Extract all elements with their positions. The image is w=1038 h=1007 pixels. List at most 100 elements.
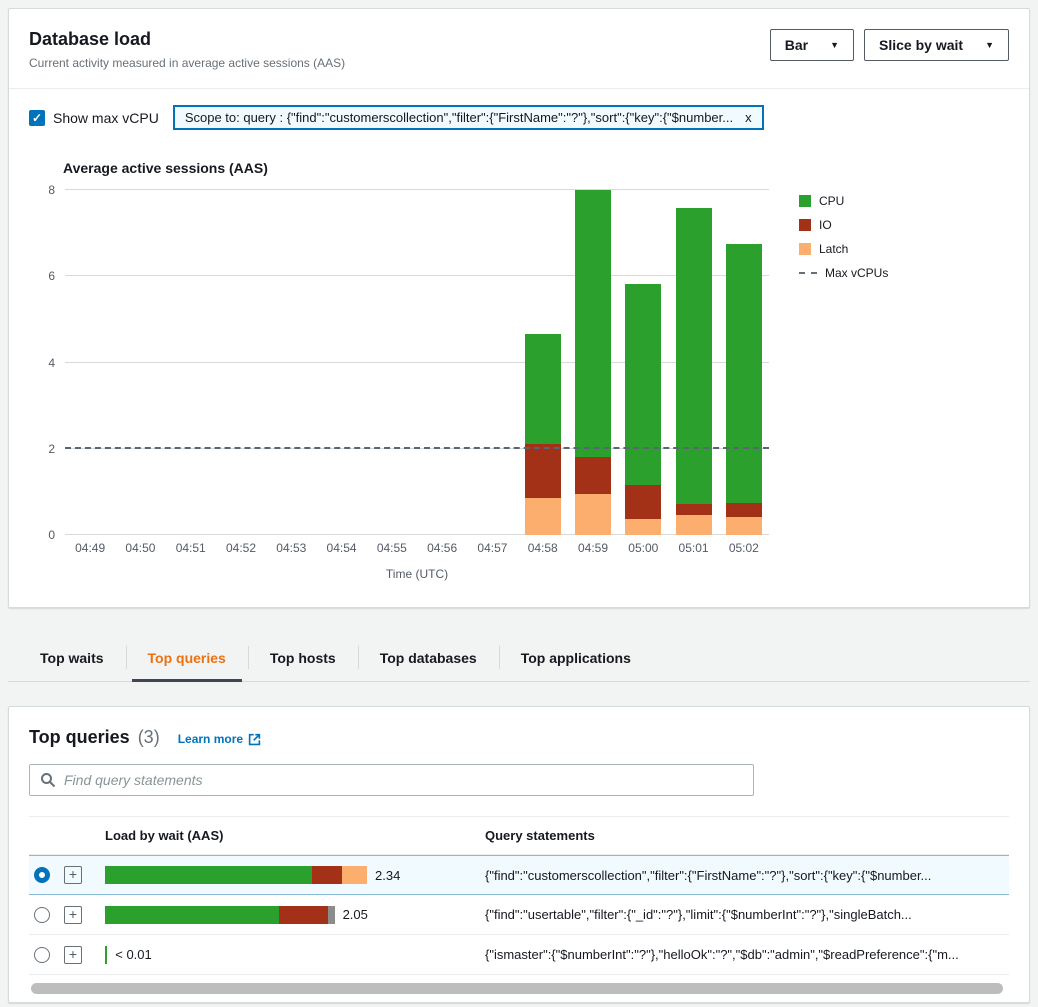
checkbox-checked-icon: ✓ <box>29 109 45 126</box>
x-tick-label: 04:49 <box>75 541 106 555</box>
bar-segment-cpu <box>625 283 662 485</box>
y-tick-label: 4 <box>48 355 55 370</box>
load-value: 2.05 <box>342 907 368 922</box>
gridline <box>65 275 769 277</box>
top-queries-count: (3) <box>137 727 160 747</box>
bar-segment-io <box>675 503 712 515</box>
x-tick-label: 04:52 <box>225 541 257 555</box>
load-segment-latch <box>342 866 368 884</box>
expand-row-icon[interactable]: + <box>64 905 82 924</box>
load-cell: < 0.01 <box>91 945 471 964</box>
legend-item: Max vCPUs <box>799 266 1009 280</box>
plot-column: 04:49 04:50 04:51 04:52 04:53 04:54 04:55 04:56… <box>65 189 769 581</box>
bar-segment-latch <box>524 498 561 535</box>
learn-more-link[interactable]: Learn more <box>178 732 261 746</box>
x-tick-label: 04:58 <box>527 541 558 555</box>
page-subtitle: Current activity measured in average act… <box>29 56 346 70</box>
query-statement-link[interactable]: {"ismaster":{"$numberInt":"?"},"helloOk"… <box>485 947 959 962</box>
x-tick-label: 05:02 <box>728 541 759 555</box>
scope-filter-token: Scope to: query : {"find":"customerscoll… <box>172 105 764 130</box>
queries-table: Load by wait (AAS) Query statements +2.3… <box>29 816 1009 975</box>
chart-type-select[interactable]: Bar ▼ <box>769 29 855 61</box>
remove-scope-icon[interactable]: x <box>745 110 752 125</box>
load-cell: 2.05 <box>91 905 471 924</box>
x-tick-label: 04:59 <box>577 541 609 555</box>
bar-segment-cpu <box>524 334 561 445</box>
queries-table-body: +2.34 {"find":"customerscollection","filt… <box>29 855 1009 975</box>
chart-controls: Bar ▼ Slice by wait ▼ <box>769 29 1009 61</box>
load-by-wait-bar <box>105 945 108 964</box>
expand-cell: + <box>55 866 91 884</box>
expand-cell: + <box>55 945 91 964</box>
row-radio[interactable] <box>34 906 50 923</box>
panel-header: Database load Current activity measured … <box>29 29 1009 70</box>
y-tick-label: 6 <box>48 269 55 284</box>
load-segment-cpu <box>105 945 108 964</box>
expand-row-icon[interactable]: + <box>64 945 82 964</box>
load-by-wait-bar <box>105 905 335 924</box>
tab-top-applications[interactable]: Top applications <box>498 634 653 681</box>
gridline <box>65 189 769 190</box>
expand-row-icon[interactable]: + <box>64 866 82 884</box>
bar-segment-io <box>575 457 611 495</box>
load-segment-cpu <box>105 905 279 924</box>
x-axis: 04:49 04:50 04:51 04:52 04:53 04:54 04:55 04:56… <box>65 539 769 557</box>
legend-swatch-io <box>799 219 811 231</box>
query-statement-link[interactable]: {"find":"usertable","filter":{"_id":"?"}… <box>485 907 912 922</box>
bar-segment-io <box>524 444 561 499</box>
bar-segment-latch <box>675 514 712 535</box>
tab-top-waits[interactable]: Top waits <box>40 649 104 666</box>
row-radio[interactable] <box>34 867 50 883</box>
slice-by-value: Slice by wait <box>879 37 964 53</box>
y-axis: 0 2 4 6 8 <box>29 183 65 542</box>
legend-swatch-latch <box>799 243 811 255</box>
external-link-icon <box>248 733 261 745</box>
chart-legend: CPU IO Latch Max vCPUs <box>769 190 1009 581</box>
chevron-down-icon: ▼ <box>830 40 840 50</box>
tab-top-hosts[interactable]: Top hosts <box>247 634 358 681</box>
radio-cell <box>29 906 55 923</box>
learn-more-label: Learn more <box>177 732 244 746</box>
x-tick-label: 04:56 <box>427 541 458 555</box>
bar-segment-cpu <box>725 243 762 503</box>
query-statement-link[interactable]: {"find":"customerscollection","filter":{… <box>485 867 932 883</box>
chart-type-value: Bar <box>784 37 809 53</box>
chart-plot <box>65 189 769 535</box>
x-tick-label: 04:55 <box>376 541 407 555</box>
bar-segment-io <box>725 502 762 517</box>
tab-bar: Top waits Top queries Top hosts Top data… <box>8 634 1030 682</box>
table-row[interactable]: +2.34 {"find":"customerscollection","filt… <box>29 855 1009 895</box>
bar-segment-io <box>625 484 662 520</box>
query-search-box <box>29 764 754 796</box>
table-row[interactable]: +2.05 {"find":"usertable","filter":{"_id"… <box>29 895 1009 935</box>
row-radio[interactable] <box>34 946 50 963</box>
tab-top-databases[interactable]: Top databases <box>357 634 499 681</box>
table-row[interactable]: + < 0.01 {"ismaster":{"$numberInt":"?"},"h… <box>29 935 1009 975</box>
load-segment-io <box>312 866 343 884</box>
radio-cell <box>29 946 55 963</box>
search-input[interactable] <box>64 772 743 788</box>
bar-segment-latch <box>625 519 662 535</box>
query-cell: {"ismaster":{"$numberInt":"?"},"helloOk"… <box>471 947 1009 962</box>
tab-top-queries[interactable]: Top queries <box>125 634 248 682</box>
scrollbar-thumb[interactable] <box>31 983 1003 994</box>
show-max-vcpu-checkbox[interactable]: ✓ Show max vCPU <box>29 109 159 126</box>
legend-label: IO <box>819 218 832 232</box>
load-value: 2.34 <box>375 867 401 883</box>
legend-swatch-cpu <box>799 195 811 207</box>
legend-label: Latch <box>819 242 849 256</box>
bar-segment-latch <box>725 516 762 535</box>
load-segment-cpu <box>105 866 313 884</box>
query-cell: {"find":"customerscollection","filter":{… <box>471 867 1009 883</box>
chevron-down-icon: ▼ <box>985 40 994 50</box>
bar-segment-cpu <box>675 208 712 504</box>
legend-label: Max vCPUs <box>825 266 889 280</box>
slice-by-select[interactable]: Slice by wait ▼ <box>864 29 1009 61</box>
legend-label: CPU <box>819 194 845 208</box>
checkbox-label: Show max vCPU <box>53 109 159 126</box>
bar-segment-cpu <box>575 190 611 458</box>
gridline <box>65 534 769 535</box>
database-load-panel: Database load Current activity measured … <box>8 8 1030 608</box>
legend-item: IO <box>799 218 1009 232</box>
horizontal-scrollbar <box>29 983 1009 994</box>
